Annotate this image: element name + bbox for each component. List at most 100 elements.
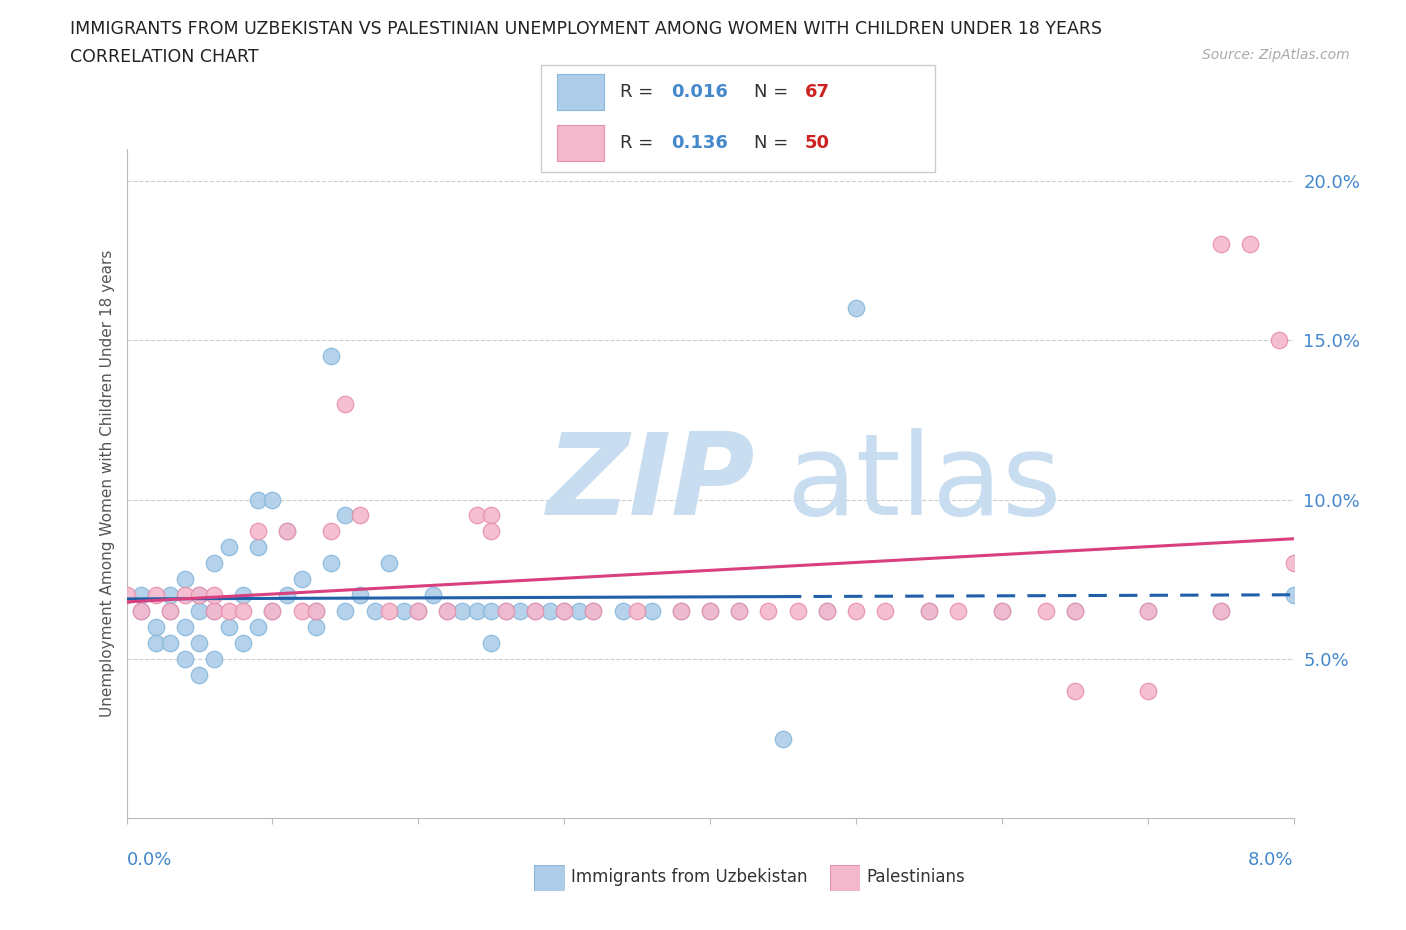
Point xyxy=(276,524,298,538)
Point xyxy=(479,635,502,650)
Text: IMMIGRANTS FROM UZBEKISTAN VS PALESTINIAN UNEMPLOYMENT AMONG WOMEN WITH CHILDREN: IMMIGRANTS FROM UZBEKISTAN VS PALESTINIA… xyxy=(70,20,1102,38)
Text: 0.0%: 0.0% xyxy=(127,851,172,870)
Point xyxy=(918,604,941,618)
Point xyxy=(174,572,197,587)
Point xyxy=(159,588,181,603)
Point xyxy=(202,588,225,603)
Point xyxy=(378,604,401,618)
Point xyxy=(756,604,779,618)
Point xyxy=(1209,237,1232,252)
Point xyxy=(1136,604,1159,618)
Point xyxy=(246,524,269,538)
Point xyxy=(1063,684,1085,698)
Text: Palestinians: Palestinians xyxy=(866,868,965,886)
Text: 0.136: 0.136 xyxy=(671,134,728,153)
Point xyxy=(335,604,357,618)
Point xyxy=(946,604,969,618)
Point xyxy=(640,604,664,618)
Point xyxy=(1063,604,1085,618)
Point xyxy=(1136,684,1159,698)
Point xyxy=(873,604,897,618)
Text: 50: 50 xyxy=(806,134,830,153)
Point xyxy=(553,604,575,618)
Point xyxy=(990,604,1012,618)
Text: N =: N = xyxy=(754,134,794,153)
Bar xyxy=(557,73,605,110)
Point xyxy=(815,604,838,618)
Point xyxy=(129,604,152,618)
Point xyxy=(392,604,415,618)
Point xyxy=(174,652,197,667)
Point xyxy=(772,731,794,746)
Point xyxy=(699,604,721,618)
Point xyxy=(159,635,181,650)
Point xyxy=(319,524,342,538)
Point xyxy=(1136,604,1159,618)
Point xyxy=(538,604,561,618)
Point xyxy=(188,588,211,603)
Point xyxy=(262,492,284,507)
Point xyxy=(451,604,474,618)
Point xyxy=(523,604,546,618)
Point xyxy=(465,508,488,523)
Point xyxy=(262,604,284,618)
Point xyxy=(276,588,298,603)
Point xyxy=(408,604,430,618)
Point xyxy=(495,604,517,618)
Point xyxy=(728,604,751,618)
Text: R =: R = xyxy=(620,83,659,100)
Point xyxy=(246,492,269,507)
Point xyxy=(1282,556,1305,571)
Point xyxy=(509,604,531,618)
Point xyxy=(378,556,401,571)
Point xyxy=(319,349,342,364)
Point xyxy=(188,635,211,650)
Point xyxy=(1035,604,1057,618)
Point xyxy=(523,604,546,618)
Point xyxy=(918,604,941,618)
Point xyxy=(159,604,181,618)
Point xyxy=(232,604,254,618)
Point xyxy=(582,604,605,618)
Point xyxy=(815,604,838,618)
Point xyxy=(465,604,488,618)
Text: atlas: atlas xyxy=(786,428,1062,539)
Point xyxy=(319,556,342,571)
Point xyxy=(349,508,371,523)
Point xyxy=(202,652,225,667)
Point xyxy=(246,619,269,634)
Point xyxy=(246,540,269,555)
Bar xyxy=(557,125,605,162)
Point xyxy=(145,588,167,603)
Point xyxy=(262,604,284,618)
Point xyxy=(290,604,312,618)
Point xyxy=(145,619,167,634)
Point xyxy=(202,556,225,571)
Point xyxy=(990,604,1012,618)
Point xyxy=(335,508,357,523)
Text: 8.0%: 8.0% xyxy=(1249,851,1294,870)
Point xyxy=(1239,237,1261,252)
Point xyxy=(202,604,225,618)
Text: ZIP: ZIP xyxy=(547,428,755,539)
Point xyxy=(845,604,868,618)
Point xyxy=(553,604,575,618)
Y-axis label: Unemployment Among Women with Children Under 18 years: Unemployment Among Women with Children U… xyxy=(100,250,115,717)
Point xyxy=(349,588,371,603)
Text: Source: ZipAtlas.com: Source: ZipAtlas.com xyxy=(1202,48,1350,62)
Point xyxy=(1282,588,1305,603)
Point xyxy=(626,604,648,618)
Point xyxy=(188,604,211,618)
Point xyxy=(699,604,721,618)
Point xyxy=(786,604,808,618)
Point xyxy=(174,619,197,634)
Point xyxy=(1268,333,1291,348)
Point xyxy=(276,524,298,538)
Point xyxy=(232,635,254,650)
Point xyxy=(1209,604,1232,618)
Text: CORRELATION CHART: CORRELATION CHART xyxy=(70,48,259,66)
Point xyxy=(129,604,152,618)
Point xyxy=(1209,604,1232,618)
Point xyxy=(436,604,458,618)
Point xyxy=(188,668,211,683)
